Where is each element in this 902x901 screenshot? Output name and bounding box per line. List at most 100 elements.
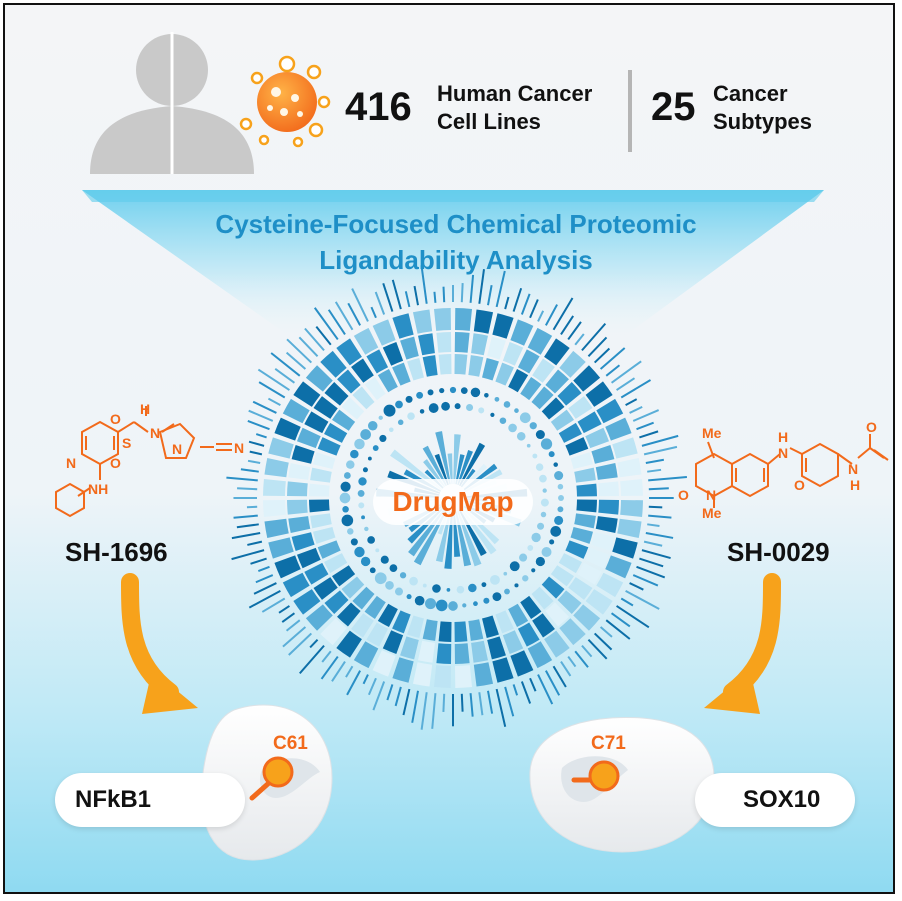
ring-cell: [454, 332, 470, 353]
ring-cell: [305, 604, 333, 631]
ring-dot: [539, 474, 547, 483]
ring-spike: [645, 458, 665, 464]
ring-spike: [247, 540, 263, 546]
ring-cell: [287, 499, 308, 515]
ring-spike: [420, 692, 428, 730]
ring-cell: [576, 483, 597, 497]
ring-cell: [313, 396, 338, 419]
ring-cell: [317, 437, 341, 456]
left-arrow-icon: [121, 573, 198, 714]
ring-cell: [337, 602, 361, 627]
ring-spike: [286, 338, 313, 364]
ring-cell: [545, 369, 569, 394]
ring-cell: [377, 603, 398, 627]
ring-cell: [482, 358, 499, 381]
ring-bar: [447, 453, 453, 485]
ring-spike: [610, 612, 631, 628]
ring-dot: [454, 403, 461, 410]
ring-spike: [237, 487, 258, 491]
ring-dot: [405, 395, 413, 403]
svg-text:H: H: [140, 401, 150, 417]
ring-cell: [287, 481, 308, 497]
ring-dot: [395, 400, 403, 409]
ring-spike: [386, 684, 394, 701]
svg-text:N: N: [706, 487, 716, 503]
ring-spike: [226, 476, 258, 482]
ring-cell: [495, 610, 514, 634]
analysis-funnel: [82, 190, 824, 338]
ring-spike: [478, 692, 484, 716]
ring-spike: [413, 285, 419, 306]
ring-cell: [620, 478, 643, 496]
ring-dot: [407, 412, 415, 420]
ring-spike: [636, 421, 654, 431]
ring-spike: [282, 626, 307, 648]
ring-spike: [616, 605, 650, 629]
ring-cell: [558, 553, 582, 574]
ring-spike: [321, 650, 332, 663]
ring-spike: [469, 693, 474, 717]
ring-dot: [473, 601, 478, 607]
ring-spike: [278, 605, 290, 614]
ring-dot: [531, 532, 541, 543]
ring-dot: [503, 401, 511, 408]
ring-bar: [444, 511, 453, 569]
ring-spike: [593, 632, 613, 651]
ring-spike: [362, 674, 369, 685]
ring-cell: [268, 537, 294, 559]
ring-dot: [414, 595, 425, 606]
ring-cell: [331, 565, 356, 587]
ring-dot: [428, 403, 439, 413]
ring-dot: [343, 472, 351, 479]
ring-cell: [502, 630, 524, 655]
ring-cell: [573, 365, 601, 392]
ring-bar: [457, 449, 474, 486]
ring-dot: [346, 460, 355, 469]
ring-spike: [560, 661, 572, 677]
ring-spike: [537, 674, 554, 705]
svg-text:N: N: [66, 455, 76, 471]
ring-cell: [364, 595, 386, 620]
ring-dot: [478, 407, 485, 414]
ring-cell: [541, 397, 565, 420]
ring-cell: [263, 500, 286, 518]
ring-spike: [587, 638, 608, 660]
ring-cell: [313, 452, 336, 469]
ring-cell: [296, 547, 321, 569]
ring-dot: [369, 567, 376, 574]
ring-dot: [360, 556, 371, 567]
ring-spike: [442, 693, 446, 712]
ring-cell: [532, 613, 555, 638]
ring-dot: [548, 451, 555, 458]
ring-dot: [427, 389, 434, 396]
ring-dot: [550, 526, 562, 537]
ring-spike: [391, 279, 402, 310]
ring-dot: [557, 483, 564, 490]
ring-dot: [553, 462, 558, 467]
ring-spike: [520, 293, 531, 315]
ring-spike: [629, 582, 644, 591]
ring-spike: [252, 400, 277, 414]
ring-spike: [267, 397, 281, 407]
ring-bar: [453, 434, 461, 485]
ring-cell: [320, 350, 347, 378]
ring-spike: [258, 381, 286, 399]
ring-dot: [358, 477, 367, 486]
ring-dot: [504, 588, 510, 595]
ring-cell: [576, 499, 597, 513]
ring-dot: [554, 470, 564, 481]
ring-spike: [495, 270, 506, 308]
ring-spike: [394, 686, 402, 707]
sox10-protein-icon: [529, 716, 715, 853]
ring-cell: [264, 457, 289, 478]
ring-spike: [411, 690, 419, 723]
ring-cell: [455, 665, 473, 688]
ring-dot: [492, 592, 502, 602]
ring-cell: [433, 308, 451, 331]
ring-cell: [288, 463, 311, 480]
ring-cell: [612, 437, 638, 459]
ring-spike: [487, 284, 493, 306]
ring-dot: [483, 597, 490, 604]
ring-spike: [620, 379, 652, 399]
ring-dot: [531, 568, 536, 573]
